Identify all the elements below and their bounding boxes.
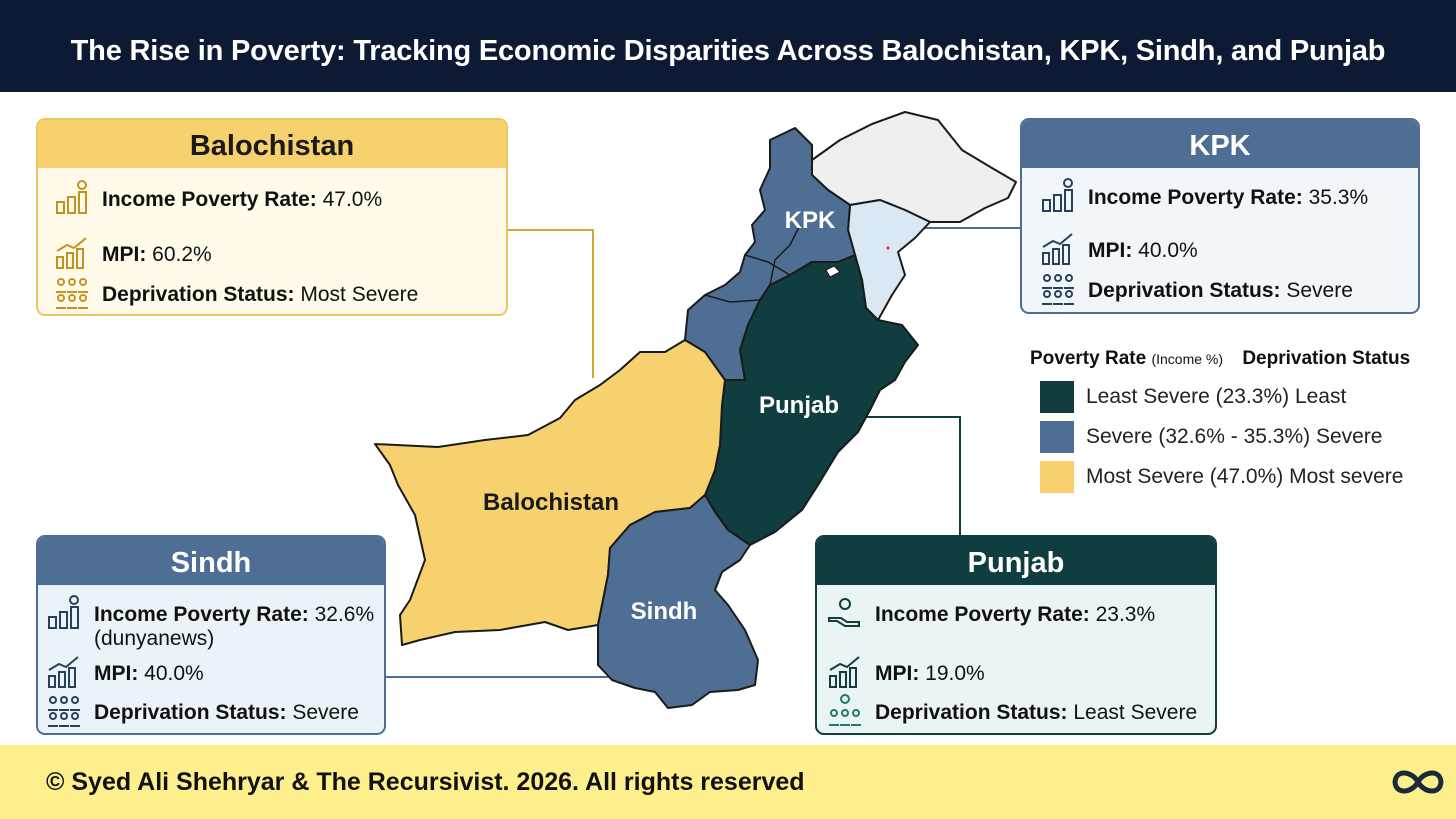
district-lines [704, 224, 801, 303]
card-title: KPK [1022, 120, 1418, 168]
connector-punjab [855, 416, 961, 535]
lake-marker [825, 246, 890, 278]
infinity-logo-icon [1392, 770, 1444, 794]
status-value: Severe [1286, 279, 1353, 302]
district-line-3 [704, 294, 761, 303]
mpi-row: MPI: 60.2% [54, 235, 212, 271]
legend-swatch [1040, 421, 1074, 453]
legend-header-status: Deprivation Status [1242, 348, 1411, 369]
people-icon [48, 696, 80, 727]
mpi-value: 40.0% [144, 662, 204, 685]
mpi-value: 40.0% [1138, 239, 1198, 262]
people-icon [829, 694, 861, 726]
mpi-label: MPI: [875, 662, 920, 685]
footer: © Syed Ali Shehryar & The Recursivist. 2… [0, 745, 1456, 819]
region-sindh [597, 494, 759, 709]
status-row: Deprivation Status: Most Severe [54, 275, 418, 311]
title-bar: The Rise in Poverty: Tracking Economic D… [0, 0, 1456, 92]
status-row: Deprivation Status: Severe [1040, 271, 1353, 307]
card-balochistan: Balochistan Income Poverty Rate: 47.0% M… [36, 118, 508, 316]
income-note: (dunyanews) [94, 627, 215, 650]
district-line-1 [769, 224, 801, 286]
mpi-chart-icon [56, 237, 87, 269]
mpi-row: MPI: 19.0% [827, 654, 985, 690]
legend-swatch [1040, 461, 1074, 493]
mpi-chart-icon [829, 656, 860, 688]
income-row: Income Poverty Rate: 35.3% [1040, 178, 1368, 214]
card-sindh: Sindh Income Poverty Rate: 32.6% (dunyane… [36, 535, 386, 735]
legend-item-least-severe: Least Severe (23.3%) Least [1040, 381, 1346, 413]
card-title: Punjab [817, 537, 1215, 585]
mpi-label: MPI: [94, 662, 139, 685]
status-value: Most Severe [300, 283, 419, 306]
status-label: Deprivation Status: [875, 701, 1068, 724]
pakistan-map: KPK Punjab Balochistan Sindh [374, 111, 1020, 709]
income-row: Income Poverty Rate: 32.6% (dunyanews) [46, 595, 374, 651]
mpi-value: 19.0% [925, 662, 985, 685]
mpi-chart-icon [1042, 233, 1073, 265]
map-label-balochistan: Balochistan [483, 489, 619, 516]
hand-coin-icon [828, 598, 860, 627]
legend-item-most-severe: Most Severe (47.0%) Most severe [1040, 461, 1403, 493]
mpi-label: MPI: [1088, 239, 1133, 262]
map-label-kpk: KPK [785, 207, 836, 234]
district-line-2 [744, 254, 791, 276]
lake-icon [825, 265, 841, 278]
connector-balochistan [508, 229, 594, 378]
income-label: Income Poverty Rate: [94, 603, 309, 626]
legend: Poverty Rate (Income %) Deprivation Stat… [1030, 348, 1430, 493]
mpi-row: MPI: 40.0% [1040, 231, 1198, 267]
income-value: 47.0% [322, 188, 383, 211]
mpi-chart-icon [48, 656, 79, 688]
legend-header: Poverty Rate (Income %) Deprivation Stat… [1030, 348, 1430, 370]
legend-label: Most Severe (47.0%) Most severe [1086, 465, 1404, 488]
map-label-punjab: Punjab [759, 392, 839, 419]
income-value: 32.6% [314, 603, 375, 626]
people-icon [1042, 274, 1074, 305]
red-dot [886, 246, 890, 250]
legend-label: Least Severe (23.3%) Least [1086, 385, 1347, 408]
page-title: The Rise in Poverty: Tracking Economic D… [70, 35, 1386, 67]
card-punjab: Punjab Income Poverty Rate: 23.3% MPI: 1… [815, 535, 1217, 735]
mpi-value: 60.2% [152, 243, 212, 266]
mpi-row: MPI: 40.0% [46, 654, 204, 690]
status-row: Deprivation Status: Least Severe [827, 693, 1197, 729]
income-label: Income Poverty Rate: [102, 188, 317, 211]
card-title: Balochistan [38, 120, 506, 168]
status-label: Deprivation Status: [1088, 279, 1281, 302]
people-icon [56, 278, 88, 309]
connector-lines [386, 227, 1020, 678]
card-kpk: KPK Income Poverty Rate: 35.3% MPI: 40.0… [1020, 118, 1420, 314]
income-label: Income Poverty Rate: [875, 603, 1090, 626]
legend-label: Severe (32.6% - 35.3%) Severe [1086, 425, 1383, 448]
income-value: 23.3% [1095, 603, 1156, 626]
card-title: Sindh [38, 537, 384, 585]
income-chart-icon [48, 595, 79, 629]
legend-item-severe: Severe (32.6% - 35.3%) Severe [1040, 421, 1382, 453]
copyright-text: © Syed Ali Shehryar & The Recursivist. 2… [46, 768, 805, 796]
status-label: Deprivation Status: [94, 701, 287, 724]
income-row: Income Poverty Rate: 23.3% [827, 595, 1155, 631]
legend-swatch [1040, 381, 1074, 413]
region-punjab [704, 254, 919, 546]
status-value: Severe [292, 701, 359, 724]
status-label: Deprivation Status: [102, 283, 295, 306]
income-value: 35.3% [1308, 186, 1369, 209]
status-row: Deprivation Status: Severe [46, 693, 359, 729]
income-chart-icon [56, 180, 87, 214]
status-value: Least Severe [1073, 701, 1198, 724]
mpi-label: MPI: [102, 243, 147, 266]
income-row: Income Poverty Rate: 47.0% [54, 180, 382, 216]
legend-header-unit: (Income %) [1151, 351, 1224, 367]
legend-header-rate: Poverty Rate [1030, 348, 1147, 369]
map-label-sindh: Sindh [631, 598, 698, 625]
income-label: Income Poverty Rate: [1088, 186, 1303, 209]
income-chart-icon [1042, 178, 1073, 212]
